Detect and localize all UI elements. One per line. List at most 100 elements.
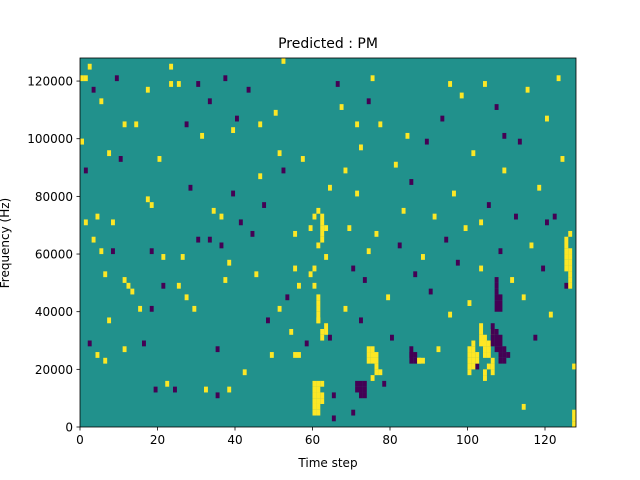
heatmap-cell <box>312 213 317 220</box>
heatmap-cell <box>126 282 131 289</box>
heatmap-cells <box>80 58 577 428</box>
heatmap-cell <box>498 294 503 301</box>
heatmap-cell <box>556 75 561 82</box>
heatmap-cell <box>324 328 329 335</box>
heatmap-cell <box>316 398 321 404</box>
heatmap-cell <box>498 300 503 306</box>
heatmap-cell <box>483 340 487 347</box>
y-tick-label: 0 <box>65 421 73 435</box>
heatmap-cell <box>320 334 325 341</box>
heatmap-cell <box>560 156 565 162</box>
heatmap-cell <box>483 352 487 358</box>
heatmap-cell <box>490 334 495 341</box>
heatmap-cell <box>568 271 573 278</box>
heatmap-cell <box>498 346 503 353</box>
heatmap-cell <box>362 380 367 387</box>
heatmap-cell <box>173 386 177 393</box>
heatmap-cell <box>266 317 270 324</box>
heatmap-cell <box>502 352 507 358</box>
heatmap-cell <box>533 334 538 341</box>
heatmap-cell <box>153 386 158 393</box>
heatmap-cell <box>87 63 92 70</box>
heatmap-cell <box>165 380 170 387</box>
heatmap-cell <box>421 254 425 260</box>
heatmap-cell <box>95 213 100 220</box>
heatmap-cell <box>316 317 321 324</box>
heatmap-cell <box>483 369 487 376</box>
heatmap-cell <box>347 225 352 232</box>
heatmap-cell <box>572 415 577 422</box>
heatmap-cell <box>91 236 96 243</box>
heatmap-cell <box>421 357 425 364</box>
heatmap-cell <box>320 380 325 387</box>
y-tick-label: 100000 <box>27 132 73 146</box>
heatmap-cell <box>490 328 495 335</box>
heatmap-cell <box>498 340 503 347</box>
heatmap-cell <box>111 219 115 226</box>
heatmap-cell <box>397 242 402 249</box>
heatmap-cell <box>502 346 507 353</box>
heatmap-cell <box>114 75 119 82</box>
heatmap-cell <box>83 75 88 82</box>
heatmap-cell <box>316 403 321 410</box>
heatmap-cell <box>494 288 499 295</box>
heatmap-cell <box>483 375 487 381</box>
heatmap-cell <box>250 230 255 237</box>
heatmap-cell <box>254 271 259 278</box>
heatmap-cell <box>324 254 329 260</box>
x-tick-label: 40 <box>227 433 242 447</box>
heatmap-cell <box>440 115 445 122</box>
heatmap-cell <box>316 311 321 318</box>
heatmap-cell <box>149 305 154 312</box>
heatmap-cell <box>463 225 468 232</box>
heatmap-cell <box>355 121 360 128</box>
heatmap-cell <box>359 317 363 324</box>
heatmap-cell <box>312 282 317 289</box>
heatmap-cell <box>200 132 205 139</box>
x-tick-label: 20 <box>150 433 165 447</box>
heatmap-cell <box>180 254 185 260</box>
heatmap-cell <box>370 357 375 364</box>
heatmap-cell <box>188 184 193 191</box>
heatmap-cell <box>134 121 139 128</box>
heatmap-cell <box>343 305 348 312</box>
heatmap-cell <box>242 369 247 376</box>
heatmap-cell <box>130 288 135 295</box>
heatmap-cell <box>436 346 441 353</box>
plot-frame <box>79 57 577 428</box>
heatmap-cell <box>258 173 263 180</box>
heatmap-cell <box>564 259 569 266</box>
heatmap-cell <box>409 352 414 358</box>
heatmap-cell <box>215 392 220 399</box>
heatmap-cell <box>486 346 491 353</box>
heatmap-cell <box>483 346 487 353</box>
heatmap-cell <box>316 207 321 214</box>
heatmap-cell <box>444 236 449 243</box>
heatmap-cell <box>471 352 476 358</box>
heatmap-cell <box>169 63 174 70</box>
heatmap-cell <box>103 271 108 278</box>
heatmap-cell <box>122 346 127 353</box>
heatmap-cell <box>494 104 499 110</box>
heatmap-cell <box>355 190 360 197</box>
heatmap-cell <box>366 248 371 255</box>
heatmap-cell <box>510 277 515 283</box>
heatmap-cell <box>355 386 360 393</box>
heatmap-cell <box>494 305 499 312</box>
heatmap-cell <box>91 86 96 93</box>
heatmap-cell <box>490 357 495 364</box>
heatmap-cell <box>362 392 367 399</box>
heatmap-cell <box>471 340 476 347</box>
heatmap-cell <box>335 81 340 87</box>
heatmap-cell <box>145 196 150 203</box>
heatmap-cell <box>83 219 88 226</box>
heatmap-cell <box>378 121 383 128</box>
heatmap-cell <box>304 340 309 347</box>
heatmap-cell <box>316 294 321 301</box>
heatmap-cell <box>269 352 274 358</box>
heatmap-cell <box>490 369 495 376</box>
heatmap-cell <box>320 219 325 226</box>
heatmap-cell <box>498 352 503 358</box>
y-tick-label: 60000 <box>35 248 73 262</box>
x-tick-label: 0 <box>76 433 84 447</box>
